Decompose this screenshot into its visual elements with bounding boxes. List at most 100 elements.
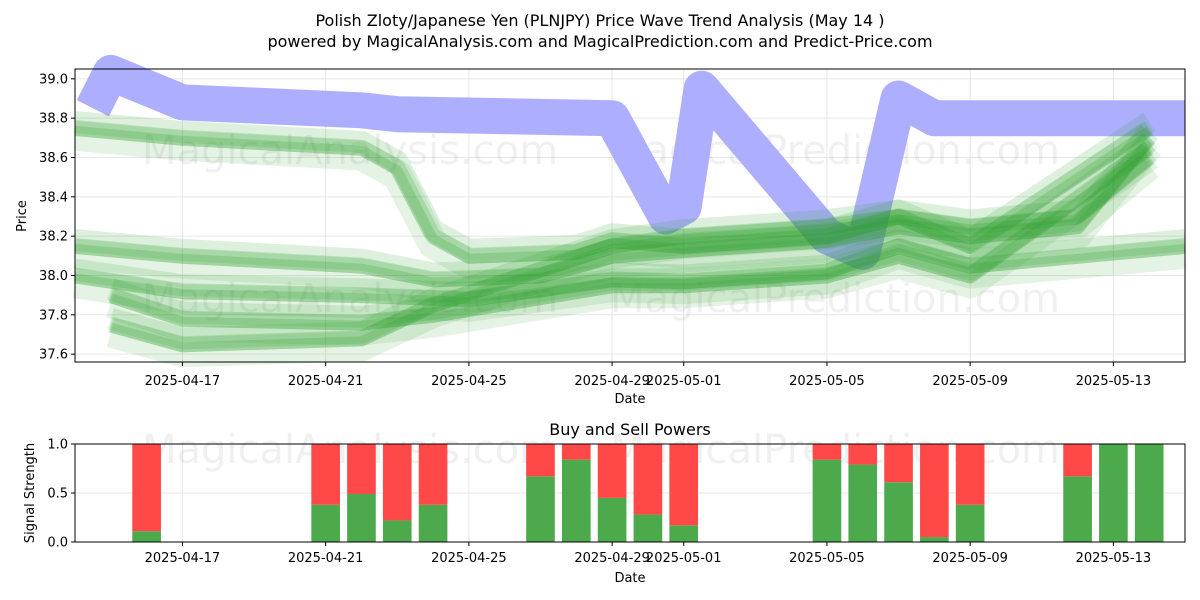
- price-x-label: Date: [614, 392, 645, 407]
- green-trend-band: [74, 111, 1157, 261]
- signal-title: Buy and Sell Powers: [549, 420, 711, 439]
- buy-bar: [1099, 444, 1128, 542]
- buy-bar: [669, 525, 699, 542]
- watermark-text: MagicalAnalysis.com: [142, 276, 558, 322]
- price-x-tick-label: 2025-05-09: [932, 374, 1008, 389]
- watermark-text: MagicalPrediction.com: [610, 276, 1060, 322]
- price-watermarks: MagicalAnalysis.com MagicalPrediction.com…: [142, 128, 1060, 322]
- signal-y-tick-label: 0.5: [47, 487, 68, 502]
- green-trend-band: [74, 243, 1186, 307]
- buy-bar: [920, 537, 949, 542]
- sell-bar: [848, 444, 878, 465]
- sell-bar: [812, 444, 842, 460]
- signal-x-tick-label: 2025-04-29: [574, 551, 650, 566]
- signal-x-tick-label: 2025-04-21: [288, 551, 364, 566]
- price-x-tick-label: 2025-04-21: [288, 374, 364, 389]
- signal-x-tick-label: 2025-05-01: [646, 551, 722, 566]
- signal-x-ticks: 2025-04-17 2025-04-21 2025-04-25 2025-04-29…: [145, 542, 1151, 566]
- sell-bar: [561, 444, 591, 460]
- buy-bar: [526, 476, 555, 542]
- sell-bar: [382, 444, 412, 521]
- green-trend-band: [73, 238, 1186, 308]
- sell-bar: [526, 444, 555, 477]
- signal-y-tick-label: 0.0: [47, 536, 68, 551]
- buy-bar: [347, 493, 376, 542]
- price-y-ticks: 37.6 37.8 38.0 38.2 38.4 38.6 38.8 39.0: [39, 72, 75, 363]
- price-y-tick-label: 38.8: [39, 112, 68, 127]
- price-plot-frame: [74, 68, 1186, 363]
- green-trend-band: [109, 146, 1153, 331]
- price-y-tick-label: 38.6: [39, 151, 68, 166]
- signal-panel: Buy and Sell Powers MagicalAnalysis.comM…: [23, 420, 1186, 586]
- green-trend-band: [74, 120, 1155, 264]
- buy-bar: [382, 520, 412, 542]
- signal-bars: [132, 444, 1164, 542]
- price-x-tick-label: 2025-05-01: [646, 374, 722, 389]
- sell-bar: [669, 444, 699, 526]
- sell-bar: [633, 444, 663, 515]
- buy-bar: [1134, 444, 1164, 542]
- buy-bar: [597, 497, 627, 542]
- buy-bar: [884, 482, 913, 542]
- sell-bar: [884, 444, 913, 483]
- buy-bar: [812, 459, 842, 542]
- price-x-tick-label: 2025-04-25: [431, 374, 507, 389]
- price-x-tick-label: 2025-05-13: [1076, 374, 1152, 389]
- signal-x-tick-label: 2025-04-25: [431, 551, 507, 566]
- green-trend-band: [73, 136, 1161, 303]
- green-trend-band: [73, 120, 1159, 279]
- buy-bar: [1063, 476, 1092, 542]
- green-trend-band: [108, 121, 1154, 353]
- chart-title: Polish Zloty/Japanese Yen (PLNJPY) Price…: [315, 11, 884, 30]
- price-x-tick-label: 2025-05-05: [789, 374, 865, 389]
- price-x-tick-label: 2025-04-29: [574, 374, 650, 389]
- green-trend-band: [106, 143, 1158, 346]
- sell-bar: [347, 444, 376, 494]
- buy-bar: [418, 504, 448, 542]
- price-y-tick-label: 37.8: [39, 308, 68, 323]
- sell-bar: [132, 444, 161, 532]
- buy-bar: [561, 459, 591, 542]
- green-trend-band: [74, 132, 1156, 288]
- signal-y-ticks: 0.0 0.5 1.0: [47, 438, 75, 551]
- chart-subtitle: powered by MagicalAnalysis.com and Magic…: [267, 32, 932, 51]
- price-y-tick-label: 39.0: [39, 72, 68, 87]
- green-trend-band: [107, 112, 1156, 350]
- signal-x-tick-label: 2025-05-05: [789, 551, 865, 566]
- price-y-tick-label: 38.4: [39, 190, 68, 205]
- sell-bar: [597, 444, 627, 498]
- green-trend-band: [106, 123, 1158, 368]
- price-panel: MagicalAnalysis.com MagicalPrediction.com…: [15, 54, 1187, 407]
- watermark-text: MagicalAnalysis.com: [142, 128, 558, 174]
- green-trend-band: [73, 229, 1186, 305]
- price-y-tick-label: 37.6: [39, 348, 68, 363]
- green-trend-band: [74, 137, 1154, 288]
- buy-bar: [955, 504, 985, 542]
- sell-bar: [311, 444, 340, 505]
- sell-bar: [418, 444, 448, 505]
- signal-y-tick-label: 1.0: [47, 438, 68, 453]
- price-y-label: Price: [15, 200, 30, 232]
- buy-bar: [132, 531, 161, 542]
- price-y-tick-label: 38.0: [39, 269, 68, 284]
- price-x-tick-label: 2025-04-17: [145, 374, 221, 389]
- price-y-tick-label: 38.2: [39, 230, 68, 245]
- green-trend-band: [74, 125, 1153, 264]
- signal-y-label: Signal Strength: [23, 443, 38, 543]
- price-bands: [72, 54, 1187, 368]
- buy-bar: [848, 464, 878, 542]
- signal-x-tick-label: 2025-05-09: [932, 551, 1008, 566]
- sell-bar: [955, 444, 985, 505]
- signal-x-tick-label: 2025-04-17: [145, 551, 221, 566]
- buy-bar: [633, 514, 663, 542]
- blue-trend-band: [76, 54, 1185, 270]
- green-trend-band: [72, 238, 1187, 322]
- green-trend-band: [108, 141, 1154, 331]
- sell-bar: [1063, 444, 1092, 477]
- green-trend-band: [107, 132, 1156, 328]
- sell-bar: [920, 444, 949, 538]
- green-trend-band: [74, 124, 1158, 285]
- price-x-ticks: 2025-04-17 2025-04-21 2025-04-25 2025-04-29…: [145, 362, 1152, 389]
- buy-bar: [311, 504, 340, 542]
